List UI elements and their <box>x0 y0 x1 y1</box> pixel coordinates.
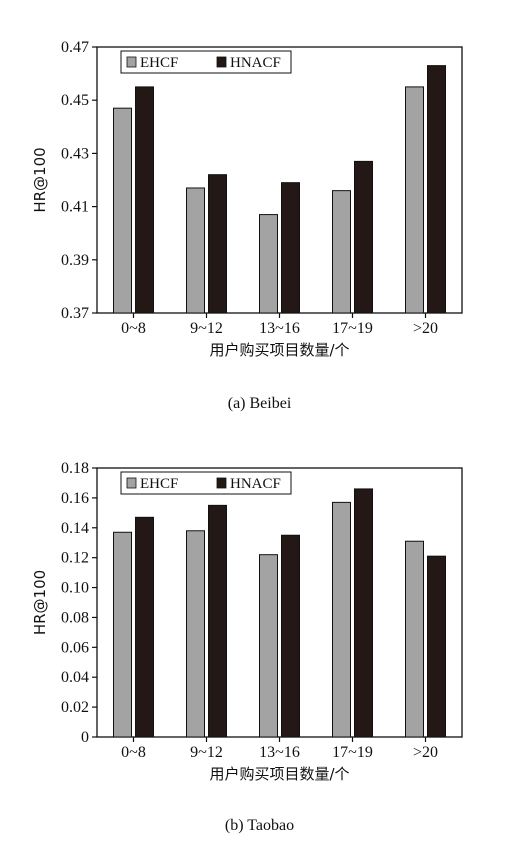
bar-hnacf-4 <box>427 555 446 738</box>
y-tick-label: 0.37 <box>61 305 89 322</box>
bar-ehcf-3 <box>332 190 351 314</box>
x-tick-label: >20 <box>413 744 438 761</box>
y-tick-label: 0.41 <box>61 199 89 216</box>
y-tick-label: 0.45 <box>61 92 89 109</box>
bar-hnacf-1 <box>208 174 227 314</box>
y-tick-label: 0.39 <box>61 252 89 269</box>
y-tick-label: 0.47 <box>61 39 89 56</box>
bar-ehcf-0 <box>113 107 132 314</box>
legend-swatch-hnacf <box>216 477 227 489</box>
legend-swatch-hnacf <box>216 56 227 68</box>
figure-caption: (a) Beibei <box>228 395 292 412</box>
bar-hnacf-1 <box>208 504 227 738</box>
x-tick-label: 9~12 <box>190 320 223 337</box>
bar-ehcf-4 <box>405 86 424 314</box>
legend-swatch-ehcf <box>126 56 137 68</box>
x-tick-label: 9~12 <box>190 744 223 761</box>
bar-hnacf-0 <box>135 86 154 314</box>
bar-ehcf-1 <box>186 530 205 738</box>
y-tick-label: 0.06 <box>61 639 89 656</box>
legend-box <box>120 471 292 495</box>
legend-label-ehcf: EHCF <box>140 476 178 492</box>
bar-hnacf-4 <box>427 65 446 314</box>
x-tick-label: 17~19 <box>332 744 373 761</box>
y-axis-title: HR@100 <box>31 147 49 212</box>
bar-ehcf-4 <box>405 540 424 738</box>
bar-ehcf-3 <box>332 501 351 738</box>
legend-box <box>120 50 292 74</box>
y-tick-label: 0.18 <box>61 460 89 477</box>
y-tick-label: 0 <box>81 729 89 746</box>
bar-hnacf-0 <box>135 516 154 738</box>
bar-hnacf-2 <box>281 182 300 314</box>
bar-ehcf-0 <box>113 531 132 738</box>
figure-caption: (b) Taobao <box>225 817 294 834</box>
y-tick-label: 0.14 <box>61 520 89 537</box>
y-tick-label: 0.02 <box>61 699 89 716</box>
legend-swatch-ehcf <box>126 477 137 489</box>
y-tick-label: 0.12 <box>61 550 89 567</box>
legend-label-hnacf: HNACF <box>230 55 281 71</box>
x-tick-label: >20 <box>413 320 438 337</box>
legend-label-ehcf: EHCF <box>140 55 178 71</box>
x-tick-label: 13~16 <box>259 320 300 337</box>
bar-hnacf-3 <box>354 160 373 314</box>
y-tick-label: 0.10 <box>61 580 89 597</box>
y-tick-label: 0.08 <box>61 609 89 626</box>
bar-ehcf-1 <box>186 187 205 314</box>
legend-label-hnacf: HNACF <box>230 476 281 492</box>
bar-hnacf-3 <box>354 488 373 738</box>
bar-ehcf-2 <box>259 554 278 738</box>
y-tick-label: 0.04 <box>61 669 89 686</box>
chart-taobao: 0 0.02 0.04 0.06 0.08 0.10 0.12 0.14 0.16 0.18 0~8… <box>31 460 463 834</box>
bar-hnacf-2 <box>281 534 300 738</box>
x-tick-label: 0~8 <box>121 744 146 761</box>
y-tick-label: 0.16 <box>61 490 89 507</box>
x-tick-label: 13~16 <box>259 744 300 761</box>
chart-beibei: 0.37 0.39 0.41 0.43 0.45 0.47 0~8 9~12 13~16 17~1… <box>31 39 463 412</box>
x-tick-label: 0~8 <box>121 320 146 337</box>
x-tick-label: 17~19 <box>332 320 373 337</box>
bar-ehcf-2 <box>259 214 278 314</box>
y-axis-title: HR@100 <box>31 570 49 635</box>
y-tick-label: 0.43 <box>61 145 89 162</box>
x-axis-title: 用户购买项目数量/个 <box>209 341 349 359</box>
x-axis-title: 用户购买项目数量/个 <box>209 765 349 783</box>
